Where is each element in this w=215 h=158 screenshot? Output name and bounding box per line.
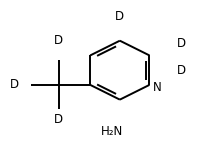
Text: D: D bbox=[177, 64, 186, 77]
Text: H₂N: H₂N bbox=[101, 125, 123, 138]
Text: D: D bbox=[54, 34, 63, 47]
Text: D: D bbox=[115, 10, 124, 23]
Text: D: D bbox=[10, 78, 19, 91]
Text: D: D bbox=[54, 113, 63, 126]
Text: N: N bbox=[152, 81, 161, 94]
Text: D: D bbox=[177, 37, 186, 50]
